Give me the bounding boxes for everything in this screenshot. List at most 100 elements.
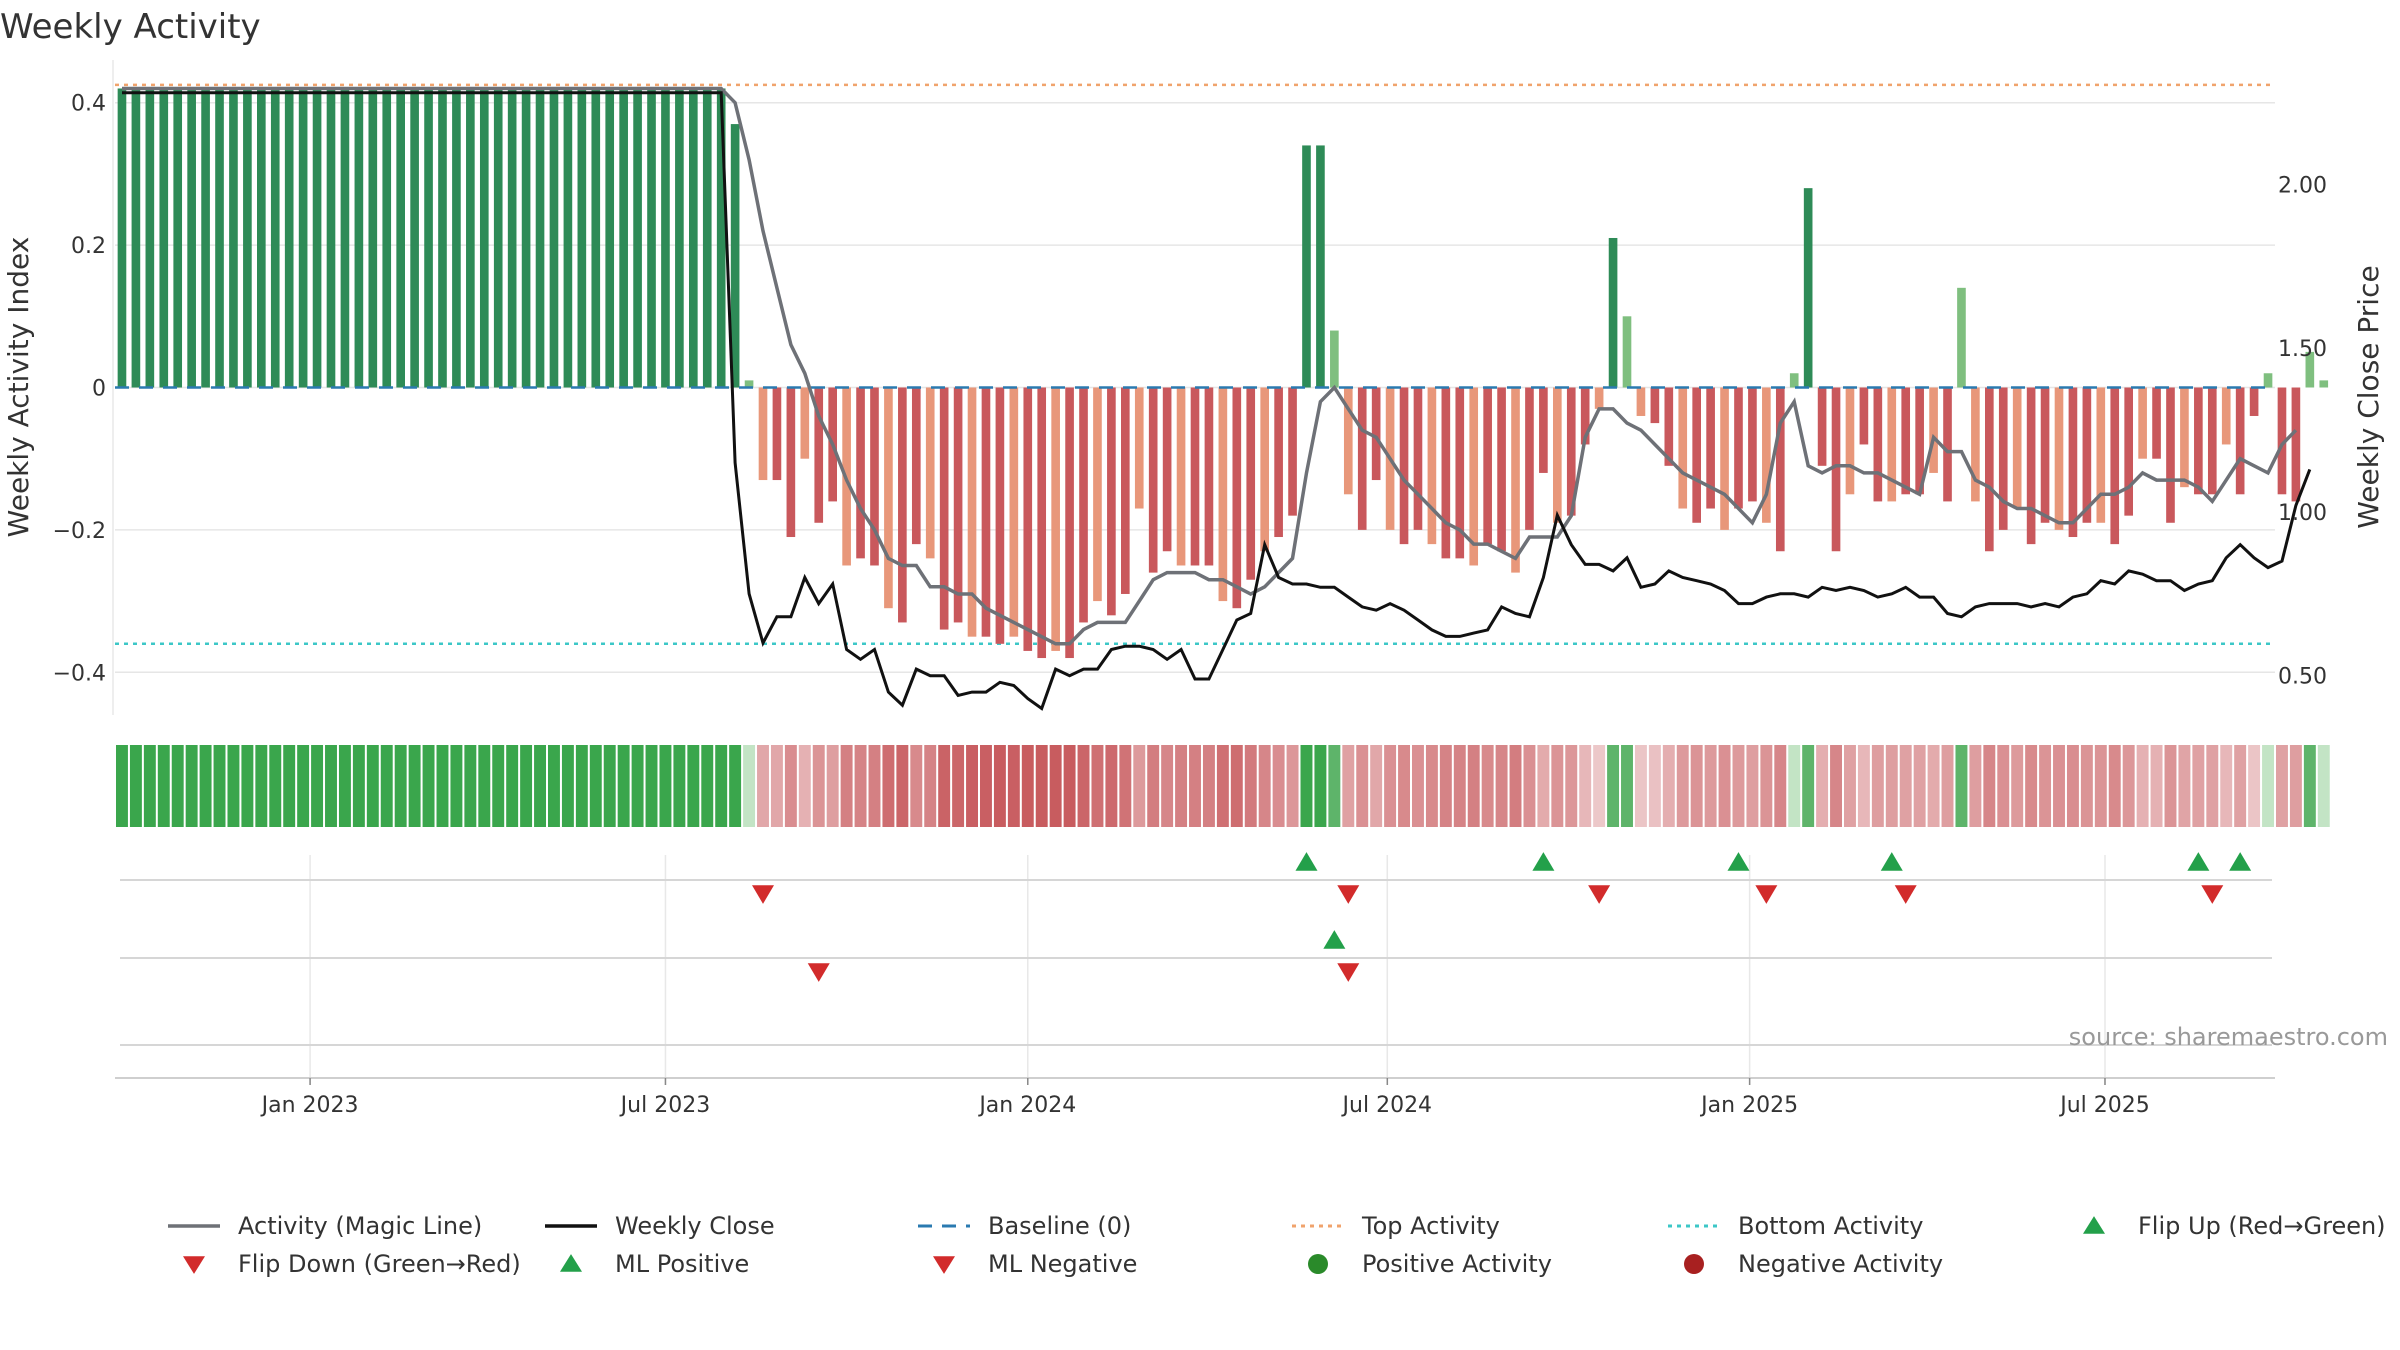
strip-cell [1398,745,1410,827]
strip-cell [1857,745,1870,827]
strip-cell [492,745,505,827]
strip-cell [812,745,825,827]
activity-bar [995,387,1005,644]
legend-item-top: Top Activity [1292,1212,1500,1240]
activity-bar [2291,387,2301,502]
strip-cell [631,745,644,827]
strip-cell [464,745,477,827]
y-right-tick-label-0: 2.00 [2278,173,2327,198]
strip-cell [1537,745,1550,827]
ml-negative-marker [807,963,830,982]
activity-bar [1720,387,1729,530]
activity-bar [1553,387,1562,523]
activity-bar [1678,387,1688,509]
activity-bar [1831,387,1841,552]
strip-cell [143,745,156,827]
activity-bar [2221,387,2231,445]
strip-cell [1230,745,1243,827]
activity-bar [1093,387,1102,602]
strip-cell [2150,745,2163,827]
activity-strip [116,745,2330,827]
strip-cell [1955,745,1968,827]
strip-cell [2080,745,2093,827]
legend-item-flipup: Flip Up (Red→Green) [2083,1212,2386,1240]
activity-bar [1260,387,1269,552]
strip-cell [338,745,351,827]
activity-bar [1232,387,1242,609]
strip-cell [840,745,853,827]
strip-cell [1412,745,1424,827]
strip-cell [352,745,365,827]
strip-cell [478,745,491,827]
strip-cell [227,745,240,827]
flip-up-marker [2229,852,2252,871]
activity-bar [2054,387,2064,530]
flip-up-marker [1532,852,1555,871]
activity-bar [1789,373,1799,388]
strip-cell [1941,745,1954,827]
legend-swatch-down-triangle [183,1256,205,1274]
activity-bar [1357,387,1367,530]
activity-bar [967,387,977,637]
legend-label-bottom: Bottom Activity [1738,1212,1923,1240]
activity-bar [2249,387,2259,416]
activity-bar [925,387,935,559]
strip-cell [2248,745,2261,827]
activity-bar [521,88,531,388]
activity-bar [1664,387,1674,466]
x-axis-ticks: Jan 2023 Jul 2023 Jan 2024 Jul 2024 Jan 2025… [260,1078,2150,1118]
legend-swatch-negative-dot [1684,1254,1704,1274]
strip-cell [506,745,519,827]
activity-bar [2110,387,2120,545]
strip-cell [1899,745,1912,827]
strip-cell [603,745,616,827]
legend-swatch-down-triangle [933,1256,955,1274]
activity-bar [326,88,336,388]
legend-label-mlneg: ML Negative [988,1250,1137,1278]
activity-bar [493,88,503,388]
strip-cell [408,745,421,827]
strip-cell [1927,745,1940,827]
activity-bar [1121,387,1130,594]
ml-positive-marker [1323,930,1346,949]
activity-bar [396,88,405,388]
strip-cell [1607,745,1620,827]
activity-bar [1148,387,1158,573]
strip-cell [1718,745,1731,827]
strip-cell [1690,745,1703,827]
strip-cell [1216,745,1229,827]
strip-cell [770,745,783,827]
strip-cell [450,745,463,827]
activity-bar [1971,387,1980,502]
strip-cell [1439,745,1452,827]
strip-cell [659,745,672,827]
activity-bar [1441,387,1451,559]
activity-bar [2124,387,2133,516]
strip-cell [980,745,992,827]
activity-bar [1566,387,1576,516]
legend-swatch-up-triangle [2083,1216,2105,1234]
strip-cell [826,745,839,827]
strip-cell [116,745,128,827]
activity-bar [284,88,294,388]
activity-bar [1079,387,1088,623]
activity-bar [2305,351,2315,388]
activity-bar [1692,387,1701,523]
y-right-tick-label-2: 1.00 [2278,501,2327,526]
activity-bar [1316,145,1325,388]
strip-cell [548,745,560,827]
strip-cell [673,745,686,827]
flip-down-marker [752,885,774,904]
activity-bar [1218,387,1228,602]
signal-rows [115,852,2275,1079]
activity-bar [2319,380,2329,388]
activity-bar [1525,387,1534,530]
strip-cell [2122,745,2135,827]
strip-cell [2276,745,2288,827]
activity-bar [368,88,378,388]
y-left-axis-label: Weekly Activity Index [2,237,35,538]
strip-cell [1049,745,1062,827]
activity-bar [1009,387,1019,637]
series-lines [115,86,2312,711]
strip-cell [1467,745,1480,827]
